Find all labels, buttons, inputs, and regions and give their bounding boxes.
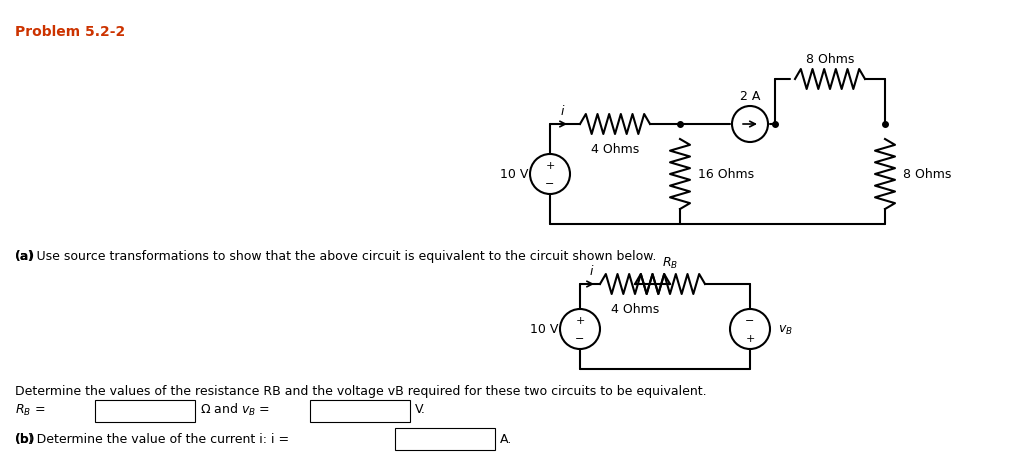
Text: −: − [575,333,585,343]
Text: −: − [745,315,755,325]
Text: +: + [575,315,585,325]
Text: (b): (b) [15,432,36,446]
Text: Ω and $v_B$ =: Ω and $v_B$ = [200,401,270,417]
Text: 8 Ohms: 8 Ohms [903,168,951,181]
FancyBboxPatch shape [395,428,495,450]
Text: +: + [546,161,555,171]
Text: V.: V. [415,403,426,415]
Text: (a): (a) [15,249,35,263]
Text: 16 Ohms: 16 Ohms [698,168,754,181]
Text: 4 Ohms: 4 Ohms [611,302,659,315]
Text: i: i [589,264,593,277]
Text: A.: A. [500,432,512,446]
FancyBboxPatch shape [95,400,195,422]
Text: 10 V: 10 V [500,168,528,181]
Text: (b) Determine the value of the current i: i =: (b) Determine the value of the current i… [15,432,289,446]
Text: −: − [546,179,555,189]
Text: 10 V: 10 V [529,323,558,336]
Text: 4 Ohms: 4 Ohms [591,143,639,156]
Text: 8 Ohms: 8 Ohms [806,53,854,66]
FancyBboxPatch shape [310,400,410,422]
Text: i: i [560,105,564,118]
Text: $R_B$ =: $R_B$ = [15,402,45,417]
Text: Problem 5.2-2: Problem 5.2-2 [15,25,125,39]
Text: +: + [745,333,755,343]
Text: $v_B$: $v_B$ [778,323,793,336]
Text: $R_B$: $R_B$ [662,255,678,270]
Text: (a) Use source transformations to show that the above circuit is equivalent to t: (a) Use source transformations to show t… [15,249,656,263]
Text: 2 A: 2 A [739,90,760,103]
Text: Determine the values of the resistance RB and the voltage vB required for these : Determine the values of the resistance R… [15,384,707,397]
